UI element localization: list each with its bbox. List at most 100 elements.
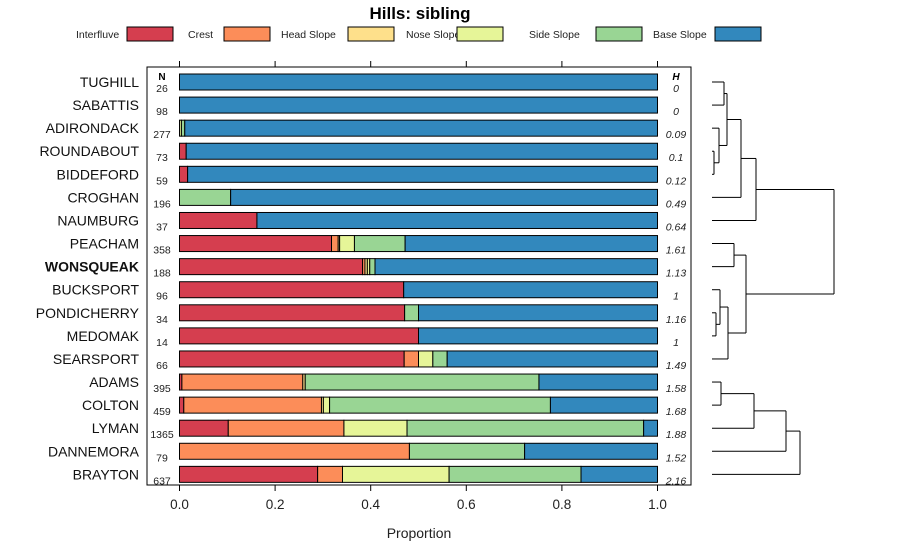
n-value: 459 <box>153 406 171 418</box>
site-label: MEDOMAK <box>67 328 140 344</box>
legend-swatch-interfluve <box>126 26 174 42</box>
n-value: 358 <box>153 245 171 257</box>
h-value: 1 <box>673 291 679 303</box>
bar-row-brayton <box>179 465 659 483</box>
bar-segment-sabattis-base-slope <box>179 96 658 114</box>
h-value: 0 <box>673 83 679 95</box>
bar-segment-lyman-base-slope <box>643 419 659 437</box>
n-value: 1365 <box>150 429 174 441</box>
bar-segment-adams-base-slope <box>538 373 658 391</box>
bar-segment-pondicherry-interfluve <box>179 304 406 322</box>
n-value: 637 <box>153 475 171 487</box>
n-value: 73 <box>156 152 168 164</box>
h-value: 1.68 <box>666 406 687 418</box>
n-value: 395 <box>153 383 171 395</box>
bar-row-sabattis <box>179 96 658 114</box>
bar-row-dannemora <box>179 442 659 460</box>
bar-segment-colton-interfluve <box>179 396 185 414</box>
bar-segment-wonsqueak-base-slope <box>374 258 658 276</box>
bar-row-lyman <box>179 419 659 437</box>
h-value: 1.13 <box>666 268 687 280</box>
bar-segment-pondicherry-side-slope <box>404 304 420 322</box>
bar-row-roundabout <box>179 142 659 160</box>
bar-segment-adirondack-base-slope <box>184 119 658 137</box>
site-label: ADIRONDACK <box>46 120 140 136</box>
bar-segment-lyman-side-slope <box>406 419 645 437</box>
site-label: PEACHAM <box>70 236 139 252</box>
bar-segment-peacham-interfluve <box>179 235 333 253</box>
site-label: LYMAN <box>92 420 139 436</box>
n-value: 37 <box>156 221 168 233</box>
legend-swatch-head-slope <box>347 26 395 42</box>
bar-segment-peacham-crest <box>331 235 339 253</box>
x-tick-label: 0.4 <box>361 497 380 512</box>
site-label: SEARSPORT <box>53 351 140 367</box>
site-label: ROUNDABOUT <box>39 143 139 159</box>
site-label: DANNEMORA <box>48 443 140 459</box>
legend-label-interfluve: Interfluve <box>76 29 119 41</box>
bar-segment-roundabout-interfluve <box>179 142 187 160</box>
bar-segment-searsport-interfluve <box>179 350 405 368</box>
n-value: 188 <box>153 268 171 280</box>
bar-segment-pondicherry-base-slope <box>418 304 658 322</box>
bar-segment-bucksport-base-slope <box>403 281 658 299</box>
n-value: 26 <box>156 83 168 95</box>
bar-segment-brayton-nose-slope <box>341 465 450 483</box>
legend-label-side-slope: Side Slope <box>529 29 580 41</box>
bar-row-adirondack <box>179 119 658 137</box>
n-value: 98 <box>156 106 168 118</box>
x-tick-label: 1.0 <box>648 497 667 512</box>
bar-segment-biddeford-base-slope <box>187 165 658 183</box>
bar-segment-roundabout-base-slope <box>185 142 659 160</box>
bar-segment-naumburg-base-slope <box>256 211 658 229</box>
bars <box>179 73 659 483</box>
n-value: 59 <box>156 175 168 187</box>
x-tick-label: 0.2 <box>266 497 285 512</box>
bar-row-naumburg <box>179 211 658 229</box>
bar-segment-adams-side-slope <box>304 373 540 391</box>
bar-segment-searsport-side-slope <box>432 350 448 368</box>
h-value: 1.52 <box>666 452 687 464</box>
x-tick-label: 0.8 <box>553 497 572 512</box>
legend-swatch-side-slope <box>595 26 643 42</box>
site-label: COLTON <box>82 397 139 413</box>
site-label: SABATTIS <box>72 97 139 113</box>
site-label: BIDDEFORD <box>57 166 139 182</box>
h-value: 0.64 <box>666 221 687 233</box>
bar-row-adams <box>179 373 658 391</box>
bar-segment-croghan-base-slope <box>230 188 658 206</box>
h-value: 0.12 <box>666 175 687 187</box>
chart-title: Hills: sibling <box>369 4 470 23</box>
x-axis-label: Proportion <box>387 525 452 541</box>
h-value: 1.58 <box>666 383 687 395</box>
n-column-header: N <box>158 72 165 83</box>
bar-row-searsport <box>179 350 658 368</box>
site-label: TUGHILL <box>80 74 139 90</box>
bar-segment-brayton-base-slope <box>580 465 659 483</box>
n-value: 96 <box>156 291 168 303</box>
legend: Interfluve Crest Head Slope Nose Slope Side … <box>76 26 762 42</box>
site-label: BUCKSPORT <box>52 282 139 298</box>
legend-label-nose-slope: Nose Slope <box>406 29 460 41</box>
site-label: CROGHAN <box>67 189 139 205</box>
bar-segment-wonsqueak-interfluve <box>179 258 364 276</box>
plot-axes: 0.0 0.2 0.4 0.6 0.8 1.0 <box>146 61 692 512</box>
bar-row-pondicherry <box>179 304 658 322</box>
bar-segment-colton-crest <box>183 396 322 414</box>
bar-segment-croghan-side-slope <box>179 188 232 206</box>
bar-segment-medomak-base-slope <box>418 327 658 345</box>
site-label: BRAYTON <box>73 466 139 482</box>
bar-segment-dannemora-crest <box>179 442 410 460</box>
bar-segment-searsport-nose-slope <box>418 350 434 368</box>
h-value: 0.1 <box>669 152 684 164</box>
bar-segment-adams-crest <box>181 373 304 391</box>
dendrogram <box>712 81 835 475</box>
bar-row-colton <box>179 396 658 414</box>
legend-swatch-base-slope <box>714 26 762 42</box>
site-label: ADAMS <box>89 374 139 390</box>
bar-segment-bucksport-interfluve <box>179 281 405 299</box>
legend-label-head-slope: Head Slope <box>281 29 336 41</box>
bar-row-tughill <box>179 73 658 91</box>
bar-segment-tughill-base-slope <box>179 73 658 91</box>
